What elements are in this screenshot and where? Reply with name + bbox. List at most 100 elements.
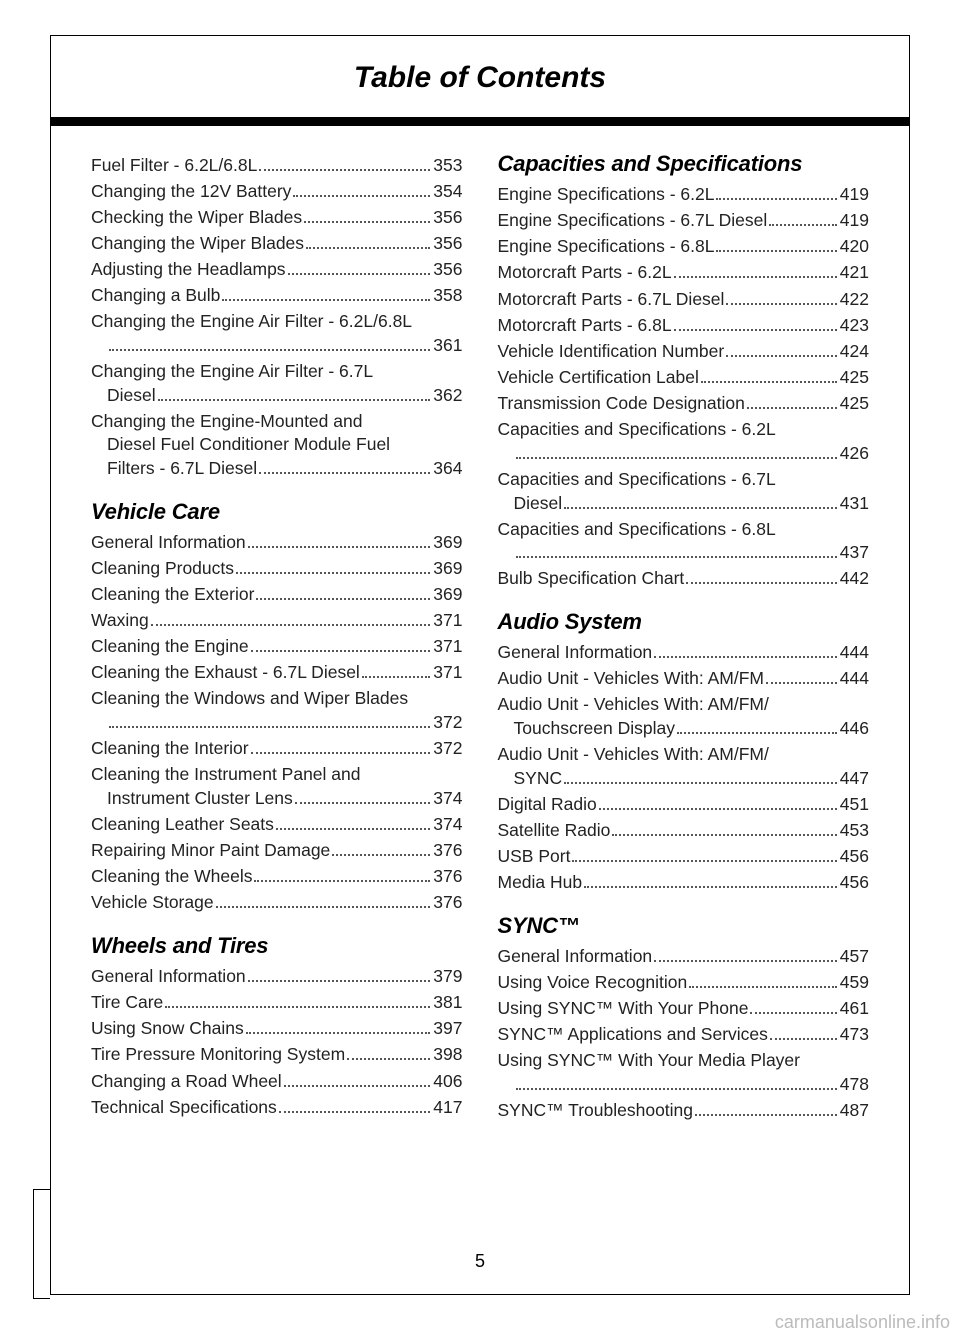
toc-entry: Changing a Road Wheel406: [91, 1070, 463, 1094]
toc-dots: [564, 507, 837, 509]
toc-page: 473: [840, 1023, 869, 1047]
toc-entry: General Information369: [91, 531, 463, 555]
toc-dots: [599, 808, 837, 810]
toc-page: 419: [840, 209, 869, 233]
toc-label: Cleaning the Interior: [91, 737, 249, 761]
toc-dots: [288, 273, 431, 275]
toc-label: Capacities and Specifications - 6.8L: [498, 518, 870, 542]
toc-entry: SYNC™ Applications and Services473: [498, 1023, 870, 1047]
toc-page: 362: [433, 384, 462, 408]
toc-label: Cleaning Leather Seats: [91, 813, 274, 837]
toc-dots: [747, 407, 837, 409]
toc-label: Digital Radio: [498, 793, 597, 817]
toc-page: 364: [433, 457, 462, 481]
toc-entry: Engine Specifications - 6.8L420: [498, 235, 870, 259]
toc-label: Tire Pressure Monitoring System: [91, 1043, 345, 1067]
toc-entry: Media Hub456: [498, 871, 870, 895]
toc-label: Diesel: [514, 492, 563, 516]
section-heading: Vehicle Care: [91, 499, 463, 525]
toc-dots: [686, 582, 837, 584]
toc-label: Audio Unit - Vehicles With: AM/FM: [498, 667, 764, 691]
toc-page: 422: [840, 288, 869, 312]
toc-dots: [726, 355, 837, 357]
toc-page: 376: [433, 865, 462, 889]
toc-page: 444: [840, 667, 869, 691]
toc-entry: Transmission Code Designation425: [498, 392, 870, 416]
toc-page: 361: [433, 334, 462, 358]
toc-label: Changing a Bulb: [91, 284, 220, 308]
section-heading: Audio System: [498, 609, 870, 635]
content-area: Fuel Filter - 6.2L/6.8L 353 Changing the 1…: [51, 126, 909, 1125]
toc-entry: Waxing371: [91, 609, 463, 633]
toc-entry: Technical Specifications417: [91, 1096, 463, 1120]
toc-label: General Information: [91, 965, 246, 989]
toc-entry: Changing the Engine Air Filter - 6.2L/6.…: [91, 310, 463, 357]
page-tab: [33, 1189, 50, 1299]
toc-entry: Cleaning the Engine371: [91, 635, 463, 659]
toc-entry: Vehicle Certification Label425: [498, 366, 870, 390]
right-column: Capacities and SpecificationsEngine Spec…: [498, 151, 870, 1125]
toc-entry: Using Voice Recognition459: [498, 971, 870, 995]
toc-label: General Information: [498, 641, 653, 665]
toc-page: 461: [840, 997, 869, 1021]
toc-page: 451: [840, 793, 869, 817]
toc-label: Waxing: [91, 609, 149, 633]
toc-page: 446: [840, 717, 869, 741]
toc-page: 358: [433, 284, 462, 308]
toc-entry: Motorcraft Parts - 6.2L421: [498, 261, 870, 285]
toc-dots: [516, 457, 837, 459]
toc-dots: [769, 224, 837, 226]
toc-dots: [295, 802, 431, 804]
toc-dots: [259, 472, 430, 474]
toc-page: 444: [840, 641, 869, 665]
toc-page: 442: [840, 567, 869, 591]
toc-dots: [222, 299, 430, 301]
toc-entry: Motorcraft Parts - 6.7L Diesel422: [498, 288, 870, 312]
toc-label: Changing the Engine Air Filter - 6.2L/6.…: [91, 310, 463, 334]
toc-page: 356: [433, 206, 462, 230]
toc-dots: [516, 1088, 837, 1090]
toc-dots: [674, 276, 837, 278]
toc-label: Media Hub: [498, 871, 583, 895]
toc-dots: [251, 650, 431, 652]
toc-page: 376: [433, 891, 462, 915]
toc-entry: Cleaning Leather Seats374: [91, 813, 463, 837]
toc-label: Instrument Cluster Lens: [107, 787, 293, 811]
toc-entry: Digital Radio 451: [498, 793, 870, 817]
toc-label: General Information: [91, 531, 246, 555]
toc-page: 353: [433, 154, 462, 178]
toc-dots: [347, 1058, 430, 1060]
toc-label: Engine Specifications - 6.7L Diesel: [498, 209, 768, 233]
toc-label: Fuel Filter - 6.2L/6.8L: [91, 154, 257, 178]
toc-label: Filters - 6.7L Diesel: [107, 457, 257, 481]
toc-page: 354: [433, 180, 462, 204]
toc-label: SYNC: [514, 767, 563, 791]
toc-label: Using Snow Chains: [91, 1017, 244, 1041]
toc-dots: [564, 782, 837, 784]
toc-label: Cleaning the Exhaust - 6.7L Diesel: [91, 661, 360, 685]
toc-dots: [674, 329, 837, 331]
toc-label: Changing the 12V Battery: [91, 180, 291, 204]
toc-label: General Information: [498, 945, 653, 969]
page-number: 5: [51, 1251, 909, 1272]
toc-dots: [716, 198, 836, 200]
toc-dots: [256, 598, 430, 600]
toc-page: 371: [433, 661, 462, 685]
toc-entry: Tire Pressure Monitoring System398: [91, 1043, 463, 1067]
section-heading: SYNC™: [498, 913, 870, 939]
toc-label: Capacities and Specifications - 6.7L: [498, 468, 870, 492]
toc-dots: [284, 1085, 431, 1087]
toc-entry: Capacities and Specifications - 6.7LDies…: [498, 468, 870, 515]
toc-label: Vehicle Certification Label: [498, 366, 699, 390]
toc-entry: Cleaning Products369: [91, 557, 463, 581]
toc-page: 447: [840, 767, 869, 791]
toc-dots: [236, 572, 430, 574]
toc-dots: [689, 986, 837, 988]
toc-label: Transmission Code Designation: [498, 392, 745, 416]
toc-dots: [279, 1111, 431, 1113]
toc-label: Audio Unit - Vehicles With: AM/FM/: [498, 743, 870, 767]
toc-dots: [654, 656, 837, 658]
toc-page: 371: [433, 635, 462, 659]
toc-dots: [109, 726, 430, 728]
toc-page: 372: [433, 711, 462, 735]
